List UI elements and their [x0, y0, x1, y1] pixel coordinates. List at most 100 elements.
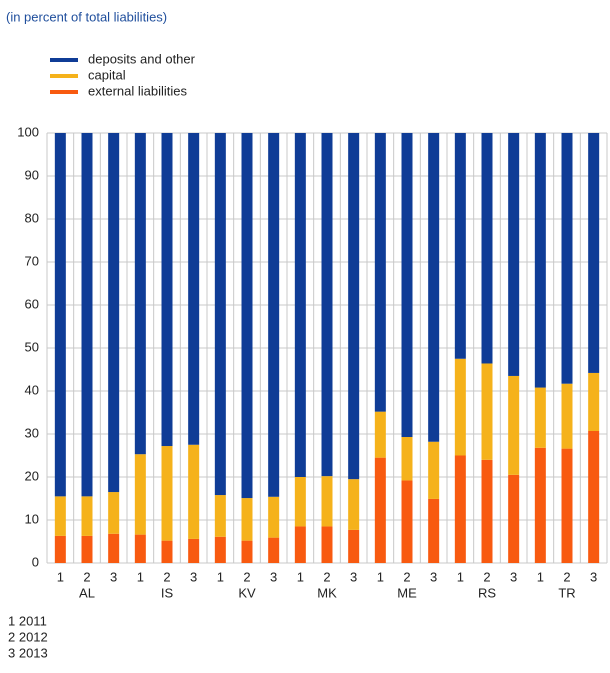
x-tick-label: 2: [323, 569, 330, 584]
bar-segment: [428, 133, 440, 442]
x-tick-label: 2: [483, 569, 490, 584]
bar-segment: [454, 358, 466, 456]
bar-segment: [161, 540, 173, 563]
x-tick-label: 2: [163, 569, 170, 584]
bar-segment: [534, 133, 546, 388]
group-label: IS: [161, 585, 174, 600]
bar-segment: [401, 437, 413, 481]
x-tick-label: 1: [57, 569, 64, 584]
bar-segment: [241, 133, 253, 499]
bar-segment: [374, 457, 386, 563]
footnote: 1 2011: [8, 613, 47, 628]
bar-segment: [561, 133, 573, 384]
bar-segment: [108, 533, 120, 563]
bar-segment: [188, 133, 200, 445]
y-tick-label: 30: [25, 425, 39, 440]
bar-segment: [134, 133, 146, 455]
bar-segment: [481, 459, 493, 563]
bar-segment: [428, 498, 440, 563]
x-tick-label: 3: [430, 569, 437, 584]
group-label: ME: [397, 585, 417, 600]
bar-segment: [374, 411, 386, 458]
bar-segment: [401, 133, 413, 438]
x-tick-label: 3: [110, 569, 117, 584]
footnote: 3 2013: [8, 645, 48, 660]
legend-label: capital: [88, 67, 126, 82]
x-tick-label: 2: [403, 569, 410, 584]
bar-segment: [508, 133, 520, 376]
y-tick-label: 80: [25, 210, 39, 225]
bar-segment: [54, 496, 66, 536]
bar-segment: [161, 446, 173, 541]
group-label: KV: [238, 585, 256, 600]
bar-segment: [214, 133, 226, 496]
bar-segment: [294, 526, 306, 563]
bar-segment: [134, 454, 146, 535]
x-tick-label: 3: [350, 569, 357, 584]
footnote: 2 2012: [8, 629, 48, 644]
x-tick-label: 3: [270, 569, 277, 584]
bar-segment: [268, 537, 280, 563]
y-tick-label: 40: [25, 382, 39, 397]
bar-segment: [588, 133, 600, 373]
x-tick-label: 1: [137, 569, 144, 584]
bar-segment: [161, 133, 173, 447]
bar-segment: [54, 535, 66, 563]
bar-segment: [401, 480, 413, 563]
bar-segment: [454, 455, 466, 563]
bar-segment: [348, 133, 360, 480]
y-tick-label: 50: [25, 339, 39, 354]
bar-segment: [374, 133, 386, 412]
x-tick-label: 3: [590, 569, 597, 584]
bar-segment: [108, 133, 120, 493]
y-tick-label: 10: [25, 511, 39, 526]
bar-segment: [481, 133, 493, 364]
bar-segment: [214, 495, 226, 537]
chart-subtitle: (in percent of total liabilities): [6, 9, 167, 24]
bar-segment: [454, 133, 466, 359]
bar-segment: [294, 133, 306, 477]
bar-segment: [534, 387, 546, 448]
y-tick-label: 20: [25, 468, 39, 483]
bar-segment: [561, 383, 573, 449]
x-tick-label: 2: [83, 569, 90, 584]
y-tick-label: 90: [25, 167, 39, 182]
group-label: TR: [558, 585, 575, 600]
bar-segment: [428, 441, 440, 499]
y-tick-label: 60: [25, 296, 39, 311]
x-tick-label: 1: [457, 569, 464, 584]
x-tick-label: 2: [243, 569, 250, 584]
legend-label: deposits and other: [88, 51, 196, 66]
legend-label: external liabilities: [88, 83, 187, 98]
bar-segment: [588, 430, 600, 563]
bar-segment: [348, 529, 360, 563]
x-tick-label: 1: [217, 569, 224, 584]
bar-segment: [508, 474, 520, 563]
bar-segment: [561, 448, 573, 563]
bar-segment: [268, 133, 280, 497]
bar-segment: [134, 534, 146, 563]
y-tick-label: 100: [17, 124, 39, 139]
bar-segment: [188, 538, 200, 563]
bar-segment: [481, 363, 493, 460]
bar-segment: [81, 496, 93, 536]
bar-segment: [348, 479, 360, 530]
x-tick-label: 3: [190, 569, 197, 584]
bar-segment: [108, 492, 120, 534]
bar-segment: [588, 372, 600, 431]
bar-segment: [268, 496, 280, 538]
x-tick-label: 2: [563, 569, 570, 584]
bar-segment: [81, 535, 93, 563]
group-label: MK: [317, 585, 337, 600]
x-tick-label: 1: [377, 569, 384, 584]
bar-segment: [188, 444, 200, 539]
bar-segment: [294, 477, 306, 527]
bar-segment: [81, 133, 93, 497]
bar-segment: [241, 498, 253, 541]
y-tick-label: 0: [32, 554, 39, 569]
bar-segment: [321, 476, 333, 527]
x-tick-label: 1: [537, 569, 544, 584]
group-label: AL: [79, 585, 95, 600]
bar-segment: [508, 375, 520, 475]
bar-segment: [321, 526, 333, 563]
